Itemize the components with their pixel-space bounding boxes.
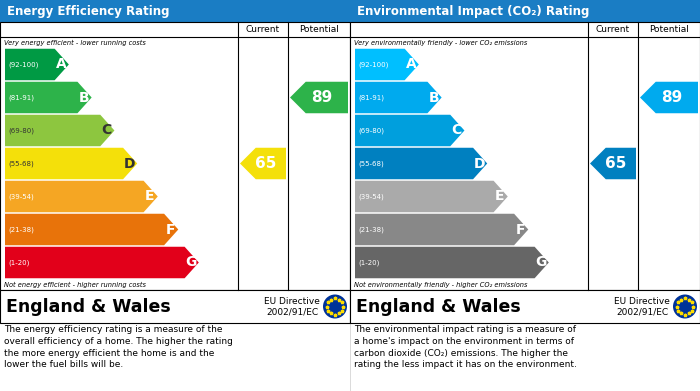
Polygon shape bbox=[290, 82, 348, 113]
Polygon shape bbox=[355, 115, 464, 146]
Polygon shape bbox=[355, 148, 487, 179]
Polygon shape bbox=[355, 181, 507, 212]
Polygon shape bbox=[590, 148, 636, 179]
Text: (69-80): (69-80) bbox=[358, 127, 384, 134]
Text: 65: 65 bbox=[255, 156, 276, 171]
Text: Environmental Impact (CO₂) Rating: Environmental Impact (CO₂) Rating bbox=[357, 5, 589, 18]
Text: C: C bbox=[452, 124, 462, 138]
Text: E: E bbox=[495, 190, 505, 203]
Text: EU Directive
2002/91/EC: EU Directive 2002/91/EC bbox=[614, 297, 670, 316]
Text: 89: 89 bbox=[311, 90, 332, 105]
Text: (92-100): (92-100) bbox=[8, 61, 38, 68]
Text: B: B bbox=[78, 90, 89, 104]
Text: Very environmentally friendly - lower CO₂ emissions: Very environmentally friendly - lower CO… bbox=[354, 39, 527, 46]
Polygon shape bbox=[5, 181, 158, 212]
Bar bbox=[0, 290, 350, 323]
Text: (21-38): (21-38) bbox=[358, 226, 384, 233]
Text: (92-100): (92-100) bbox=[358, 61, 388, 68]
Text: The environmental impact rating is a measure of
a home's impact on the environme: The environmental impact rating is a mea… bbox=[354, 325, 577, 369]
Text: Potential: Potential bbox=[649, 25, 689, 34]
Circle shape bbox=[323, 294, 347, 319]
Bar bbox=[350, 0, 700, 22]
Polygon shape bbox=[240, 148, 286, 179]
Text: C: C bbox=[102, 124, 112, 138]
Bar bbox=[0, 0, 350, 22]
Polygon shape bbox=[640, 82, 698, 113]
Polygon shape bbox=[5, 214, 178, 245]
Text: 89: 89 bbox=[661, 90, 682, 105]
Text: EU Directive
2002/91/EC: EU Directive 2002/91/EC bbox=[264, 297, 320, 316]
Text: E: E bbox=[145, 190, 155, 203]
Bar bbox=[350, 290, 700, 323]
Text: (1-20): (1-20) bbox=[358, 259, 379, 266]
Text: Current: Current bbox=[246, 25, 280, 34]
Text: A: A bbox=[406, 57, 416, 72]
Text: Not energy efficient - higher running costs: Not energy efficient - higher running co… bbox=[4, 282, 146, 287]
Text: (39-54): (39-54) bbox=[358, 193, 384, 200]
Text: D: D bbox=[124, 156, 135, 170]
Text: (69-80): (69-80) bbox=[8, 127, 34, 134]
Text: The energy efficiency rating is a measure of the
overall efficiency of a home. T: The energy efficiency rating is a measur… bbox=[4, 325, 233, 369]
Polygon shape bbox=[5, 115, 114, 146]
Bar bbox=[350, 22, 700, 290]
Text: (1-20): (1-20) bbox=[8, 259, 29, 266]
Text: F: F bbox=[516, 222, 525, 237]
Text: A: A bbox=[56, 57, 66, 72]
Text: F: F bbox=[166, 222, 175, 237]
Text: Very energy efficient - lower running costs: Very energy efficient - lower running co… bbox=[4, 39, 146, 46]
Text: (55-68): (55-68) bbox=[358, 160, 384, 167]
Text: B: B bbox=[428, 90, 439, 104]
Polygon shape bbox=[355, 49, 419, 80]
Polygon shape bbox=[5, 148, 137, 179]
Text: Current: Current bbox=[596, 25, 630, 34]
Text: (81-91): (81-91) bbox=[8, 94, 34, 101]
Polygon shape bbox=[355, 247, 549, 278]
Text: D: D bbox=[474, 156, 485, 170]
Text: (81-91): (81-91) bbox=[358, 94, 384, 101]
Polygon shape bbox=[355, 214, 528, 245]
Polygon shape bbox=[5, 247, 199, 278]
Circle shape bbox=[673, 294, 697, 319]
Text: Energy Efficiency Rating: Energy Efficiency Rating bbox=[7, 5, 169, 18]
Text: (21-38): (21-38) bbox=[8, 226, 34, 233]
Text: England & Wales: England & Wales bbox=[6, 298, 171, 316]
Text: (55-68): (55-68) bbox=[8, 160, 34, 167]
Text: Not environmentally friendly - higher CO₂ emissions: Not environmentally friendly - higher CO… bbox=[354, 282, 528, 287]
Text: (39-54): (39-54) bbox=[8, 193, 34, 200]
Bar bbox=[0, 22, 350, 290]
Text: Potential: Potential bbox=[299, 25, 339, 34]
Text: England & Wales: England & Wales bbox=[356, 298, 521, 316]
Text: G: G bbox=[536, 255, 547, 269]
Text: G: G bbox=[186, 255, 197, 269]
Text: 65: 65 bbox=[605, 156, 626, 171]
Polygon shape bbox=[5, 49, 69, 80]
Polygon shape bbox=[355, 82, 442, 113]
Polygon shape bbox=[5, 82, 92, 113]
